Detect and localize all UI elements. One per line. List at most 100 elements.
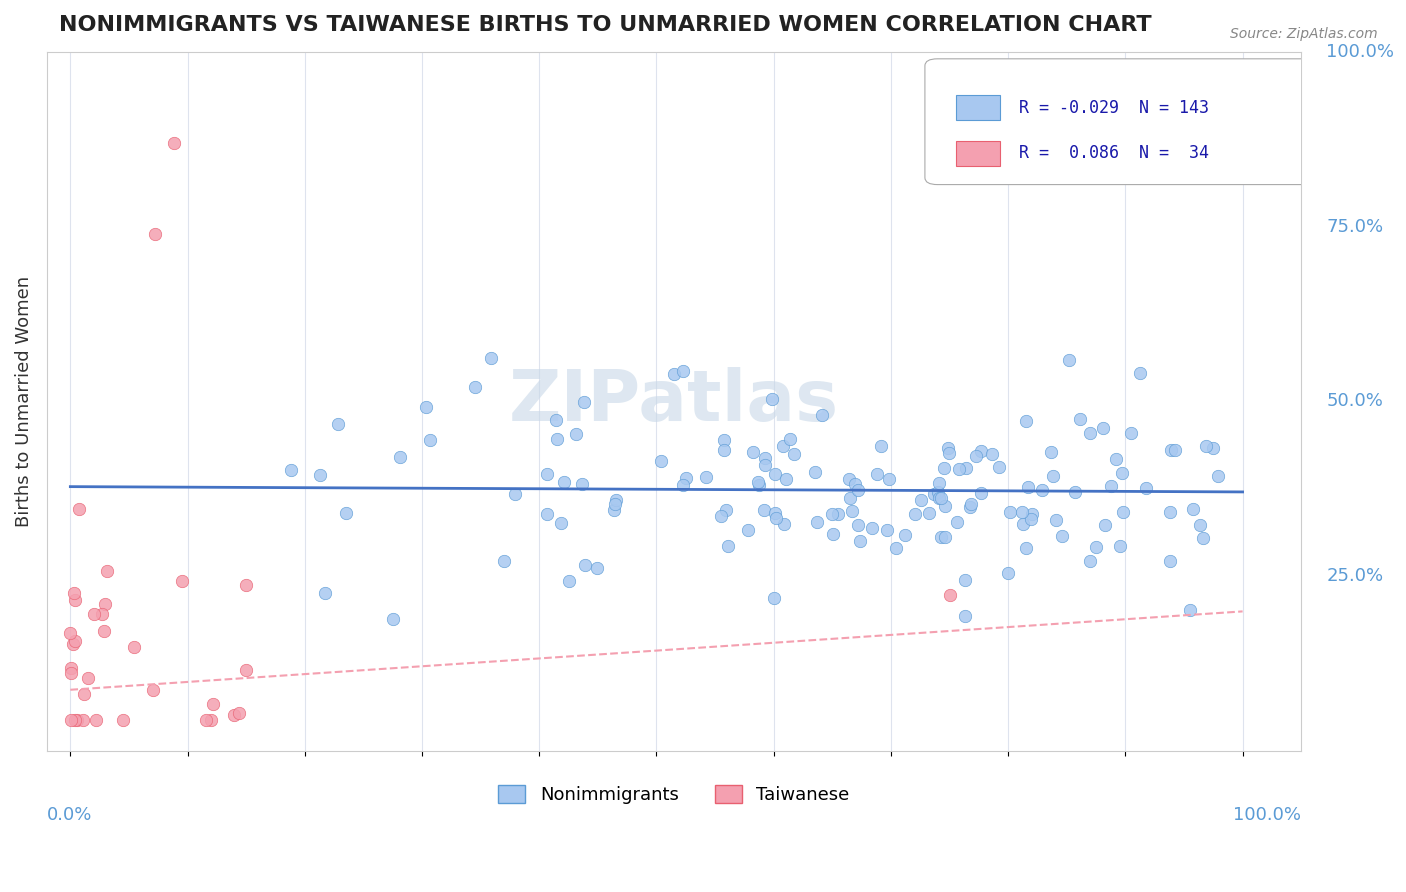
Y-axis label: Births to Unmarried Women: Births to Unmarried Women: [15, 276, 32, 527]
Point: [884, 541, 907, 556]
Point: [1052, 529, 1074, 543]
Point: [83, 607, 105, 621]
Point: [713, 443, 735, 458]
Point: [1160, 443, 1182, 458]
Point: [844, 477, 866, 491]
Point: [761, 392, 783, 407]
Point: [479, 351, 502, 366]
Point: [335, 506, 357, 520]
Point: [143, 227, 166, 241]
Point: [932, 461, 955, 475]
Point: [558, 574, 581, 588]
Point: [970, 486, 993, 500]
Point: [59, 660, 82, 674]
Point: [754, 458, 776, 473]
Text: 0.0%: 0.0%: [46, 806, 93, 824]
Point: [662, 367, 685, 381]
Point: [981, 447, 1004, 461]
Point: [710, 509, 733, 524]
Point: [742, 445, 765, 459]
Point: [91, 607, 114, 621]
Point: [929, 530, 952, 544]
Point: [235, 578, 257, 592]
Point: [938, 441, 960, 455]
Point: [492, 554, 515, 568]
Point: [1000, 505, 1022, 519]
Point: [222, 707, 245, 722]
Text: 25.0%: 25.0%: [1326, 566, 1384, 585]
Point: [763, 467, 786, 481]
Point: [1045, 513, 1067, 527]
Point: [959, 500, 981, 515]
Point: [1031, 483, 1053, 498]
Text: R =  0.086  N =  34: R = 0.086 N = 34: [1019, 145, 1209, 162]
Point: [536, 507, 558, 521]
Point: [1092, 421, 1115, 435]
Text: NONIMMIGRANTS VS TAIWANESE BIRTHS TO UNMARRIED WOMEN CORRELATION CHART: NONIMMIGRANTS VS TAIWANESE BIRTHS TO UNM…: [59, 15, 1152, 35]
Point: [1011, 505, 1033, 519]
Point: [1099, 478, 1122, 492]
Point: [571, 476, 593, 491]
Point: [934, 530, 956, 544]
Point: [1078, 554, 1101, 568]
Point: [1206, 469, 1229, 483]
Point: [63, 713, 86, 727]
Point: [772, 439, 794, 453]
Point: [671, 364, 693, 378]
Point: [838, 491, 860, 505]
Point: [62, 586, 84, 600]
Point: [695, 470, 717, 484]
Point: [922, 486, 945, 500]
Point: [927, 485, 949, 500]
Point: [970, 444, 993, 458]
Point: [1042, 468, 1064, 483]
Point: [94, 597, 117, 611]
FancyBboxPatch shape: [956, 141, 1000, 166]
Point: [1105, 451, 1128, 466]
Point: [1040, 445, 1063, 459]
Point: [929, 491, 952, 505]
Point: [748, 478, 770, 492]
Point: [142, 683, 165, 698]
Point: [846, 483, 869, 497]
Point: [965, 449, 987, 463]
Point: [1084, 541, 1107, 555]
Text: ZIPatlas: ZIPatlas: [509, 367, 839, 435]
Point: [1159, 505, 1181, 519]
Point: [415, 400, 437, 414]
Point: [672, 478, 695, 492]
Point: [67, 502, 90, 516]
Point: [419, 433, 441, 447]
Point: [585, 560, 607, 574]
Point: [804, 465, 827, 479]
Point: [1069, 411, 1091, 425]
Point: [953, 608, 976, 623]
Point: [464, 380, 486, 394]
Point: [955, 460, 977, 475]
Point: [574, 394, 596, 409]
Point: [1017, 479, 1039, 493]
FancyBboxPatch shape: [956, 95, 1000, 120]
Point: [77, 671, 100, 685]
Point: [1159, 554, 1181, 568]
Point: [605, 497, 627, 511]
Point: [200, 713, 222, 727]
Point: [574, 558, 596, 572]
Point: [309, 468, 332, 483]
Point: [1015, 541, 1038, 555]
Point: [1178, 603, 1201, 617]
Point: [201, 697, 224, 711]
Point: [1181, 502, 1204, 516]
Point: [775, 472, 797, 486]
Point: [838, 472, 860, 486]
Point: [1019, 511, 1042, 525]
Point: [1109, 540, 1132, 554]
Point: [1112, 505, 1135, 519]
Text: 100.0%: 100.0%: [1233, 806, 1301, 824]
Point: [546, 432, 568, 446]
Point: [1164, 442, 1187, 457]
Point: [328, 417, 350, 431]
FancyBboxPatch shape: [925, 59, 1313, 185]
Point: [827, 508, 849, 522]
Point: [717, 539, 740, 553]
